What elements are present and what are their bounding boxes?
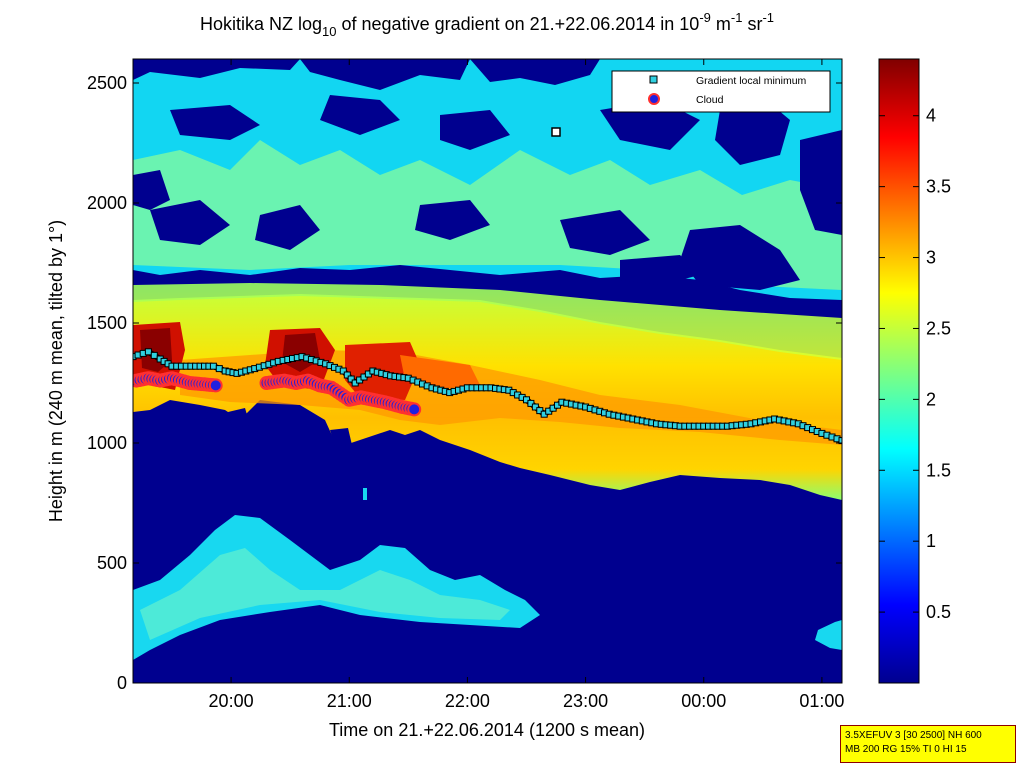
colorbar-tick-label: 1.5	[926, 460, 951, 480]
colorbar-gradient	[879, 59, 919, 683]
heatmap-lower-right-blob	[815, 620, 842, 650]
gradient-minimum-series	[133, 348, 842, 445]
legend-cloud-marker	[648, 93, 660, 105]
y-tick-label: 2000	[87, 193, 127, 213]
gradient-minimum-point	[150, 351, 158, 359]
colorbar-tick-label: 3	[926, 248, 936, 268]
gradient-minimum-point	[347, 375, 355, 383]
cloud-point	[208, 378, 223, 393]
colorbar-tick-label: 3.5	[926, 177, 951, 197]
y-axis-label: Height in m (240 m mean, tilted by 1°)	[46, 220, 66, 522]
y-tick-label: 2500	[87, 73, 127, 93]
cloud-point	[407, 402, 422, 417]
x-tick-label: 00:00	[681, 691, 726, 711]
chart-title: Hokitika NZ log10 of negative gradient o…	[200, 10, 774, 39]
heatmap-upper-greenish-region	[133, 140, 842, 290]
colorbar-tick-label: 1	[926, 531, 936, 551]
info-line-2: MB 200 RG 15% TI 0 HI 15	[845, 744, 967, 755]
x-tick-label: 21:00	[327, 691, 372, 711]
colorbar-tick-label: 2.5	[926, 318, 951, 338]
isolated-minimum-marker	[551, 127, 561, 137]
info-box: 3.5XEFUV 3 [30 2500] NH 600 MB 200 RG 15…	[840, 725, 1016, 763]
gradient-minimum-point	[527, 399, 535, 407]
colorbar-tick-label: 4	[926, 106, 936, 126]
legend-box	[611, 70, 831, 113]
x-tick-label: 22:00	[445, 691, 490, 711]
heatmap-plot-area	[133, 59, 842, 683]
gradient-minimum-point	[531, 403, 539, 411]
y-tick-label: 500	[97, 553, 127, 573]
y-axis: 0 500 1000 1500 2000 2500	[87, 73, 842, 693]
x-axis-label: Time on 21.+22.06.2014 (1200 s mean)	[329, 720, 645, 740]
legend-label-cloud: Cloud	[696, 94, 724, 106]
legend-label-minimum: Gradient local minimum	[696, 75, 807, 87]
x-tick-label: 01:00	[799, 691, 844, 711]
x-tick-label: 20:00	[209, 691, 254, 711]
colorbar-tick-label: 2	[926, 389, 936, 409]
legend: Gradient local minimum Cloud	[611, 70, 831, 113]
legend-minimum-marker	[649, 75, 658, 84]
heatmap-lower-plume-core	[140, 548, 510, 640]
colorbar-ticks: 0.5 1 1.5 2 2.5 3 3.5 4	[879, 106, 951, 622]
colorbar: 0.5 1 1.5 2 2.5 3 3.5 4	[878, 58, 951, 684]
heatmap-small-patch	[363, 488, 367, 500]
gradient-minimum-point	[838, 437, 842, 445]
gradient-minimum-point	[536, 407, 544, 415]
info-line-1: 3.5XEFUV 3 [30 2500] NH 600	[845, 730, 982, 741]
gradient-minimum-point	[343, 371, 351, 379]
x-axis: 20:00 21:00 22:00 23:00 00:00 01:00	[209, 59, 844, 711]
y-tick-label: 0	[117, 673, 127, 693]
heatmap-band-upper-green	[133, 283, 842, 360]
y-tick-label: 1000	[87, 433, 127, 453]
y-tick-label: 1500	[87, 313, 127, 333]
x-tick-label: 23:00	[563, 691, 608, 711]
gradient-minimum-point	[523, 396, 530, 404]
heatmap-band-gaps	[190, 406, 352, 446]
cloud-series	[133, 371, 422, 417]
colorbar-tick-label: 0.5	[926, 602, 951, 622]
plot-frame	[132, 58, 843, 684]
gradient-minimum-point	[339, 367, 347, 375]
gradient-minimum-point	[215, 365, 223, 373]
gradient-minimum-point	[144, 348, 152, 356]
colorbar-frame	[878, 58, 920, 684]
gradient-minimum-point	[209, 362, 217, 370]
